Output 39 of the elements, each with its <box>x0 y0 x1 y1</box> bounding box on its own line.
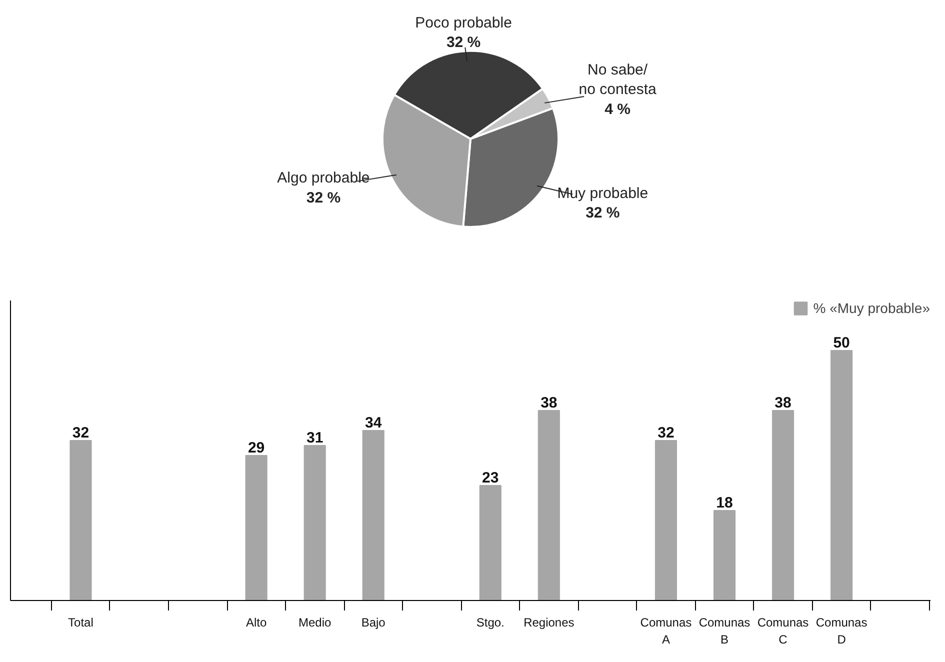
x-tick-label: Stgo. <box>476 616 504 630</box>
bar <box>538 410 560 600</box>
bar <box>654 440 678 600</box>
data-label: 38 <box>540 394 558 412</box>
data-label: 4 % <box>604 100 630 118</box>
x-tick-label: Comunas C <box>757 616 809 646</box>
data-label: 29 <box>248 440 265 456</box>
bar <box>479 485 502 600</box>
x-tick-label: Comunas D <box>816 616 868 646</box>
data-label: 18 <box>716 494 733 512</box>
bar <box>304 445 326 600</box>
x-tick-label: Alto <box>246 616 267 630</box>
x-tick-label: Regiones <box>524 616 574 630</box>
x-tick-label: Medio <box>298 616 332 630</box>
data-label: 32 % <box>306 190 341 207</box>
data-label: 38 <box>774 394 792 412</box>
slice-label: Poco probable <box>415 14 512 32</box>
bar <box>70 440 92 600</box>
data-label: 50 <box>833 334 850 352</box>
bar <box>772 410 794 600</box>
data-label: 32 % <box>446 34 481 52</box>
x-tick-label: Bajo <box>361 616 386 630</box>
bar <box>713 510 736 600</box>
legend-label: % «Muy probable» <box>813 300 930 316</box>
x-tick-label: Comunas B <box>698 616 750 646</box>
data-label: 32 % <box>586 204 620 222</box>
x-tick-label: Comunas A <box>640 616 692 646</box>
data-label: 32 <box>72 424 90 442</box>
data-label: 23 <box>482 470 499 486</box>
data-label: 34 <box>365 414 382 432</box>
data-label: 32 <box>658 424 674 442</box>
x-tick-label: Total <box>68 616 94 630</box>
bar <box>245 455 268 600</box>
data-label: 31 <box>306 430 324 446</box>
bar <box>362 430 384 600</box>
bar <box>830 350 853 600</box>
slice-label: No sabe/ no contesta <box>578 61 657 98</box>
slice-label: Algo probable <box>277 170 370 187</box>
slice-label: Muy probable <box>557 184 648 202</box>
